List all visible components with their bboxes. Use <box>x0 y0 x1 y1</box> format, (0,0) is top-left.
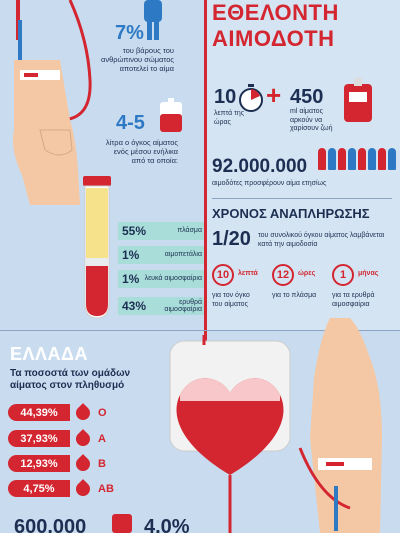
timer-unit-minutes: λεπτά <box>238 270 258 277</box>
blood-group-row: 44,39% O <box>8 402 107 423</box>
donor-people-icons <box>318 148 396 172</box>
bottom-value-2: 4,0% <box>144 516 190 533</box>
stopwatch-icon <box>239 84 263 112</box>
arm-illustration-top <box>13 0 92 205</box>
person-icon <box>388 148 396 170</box>
blood-group-row: 4,75% AB <box>8 478 114 499</box>
recovery-heading: ΧΡΟΝΟΣ ΑΝΑΠΛΗΡΩΣΗΣ <box>212 206 370 221</box>
donation-ml-label: ml αίματος αρκούν να χαρίσουν ζωή <box>290 108 333 132</box>
component-plasma: 55% πλάσμα <box>118 222 206 240</box>
human-silhouette-icon <box>144 0 162 40</box>
donation-minutes: 10 <box>214 86 237 108</box>
weight-pct: 7% <box>115 22 144 44</box>
person-icon <box>338 148 346 170</box>
component-white-cells: 1% λευκά αιμοσφαίρια <box>118 270 206 288</box>
arm-illustration-bottom <box>298 318 382 533</box>
page-title: ΕΘΕΛΟΝΤΗ ΑΙΜΟΔΟΤΗ <box>212 0 339 51</box>
blood-drop-icon <box>73 402 93 423</box>
volume-value: 4-5 <box>116 112 145 134</box>
donation-minutes-label: λεπτά της ώρας <box>214 110 245 126</box>
red-line-vertical <box>204 0 207 345</box>
bottom-value-1: 600.000 <box>14 516 87 533</box>
component-platelets: 1% αιμοπετάλια <box>118 246 206 264</box>
timer-icon-month: 1 <box>332 264 354 286</box>
person-icon <box>358 148 366 170</box>
blood-drop-icon <box>73 453 93 474</box>
person-icon <box>328 148 336 170</box>
person-icon <box>378 148 386 170</box>
timer-text-month: για τα ερυθρά αιμοσφαίρια <box>332 292 375 308</box>
test-tube-icon <box>83 176 111 319</box>
donation-ml: 450 <box>290 86 324 108</box>
blood-bag-large-icon <box>344 78 372 122</box>
blood-drop-icon <box>73 478 93 499</box>
greece-heading: ΕΛΛΑΔΑ <box>10 344 88 364</box>
weight-text: του βάρους του ανθρώπινου σώματος αποτελ… <box>100 46 174 73</box>
recovery-fraction-text: του συνολικού όγκου αίματος λαμβάνεται κ… <box>258 232 385 248</box>
greece-subheading: Τα ποσοστά των ομάδων αίματος στον πληθυ… <box>10 368 131 391</box>
right-panel <box>205 0 400 330</box>
blood-bag-small-icon <box>112 514 132 533</box>
donors-text: αιμοδότες προσφέρουν αίμα ετησίως <box>212 180 327 187</box>
timer-text-hours: για το πλάσμα <box>272 292 317 299</box>
blood-group-row: 12,93% B <box>8 453 106 474</box>
timer-unit-month: μήνας <box>358 270 379 277</box>
donors-value: 92.000.000 <box>212 156 308 177</box>
blood-group-row: 37,93% A <box>8 428 106 449</box>
volume-text: λίτρα ο όγκος αίματος ενός μέσου ενήλικα… <box>105 138 178 165</box>
plus-sign: + <box>266 80 282 110</box>
timer-unit-hours: ώρες <box>298 270 316 277</box>
blood-drop-icon <box>73 428 93 449</box>
component-red-cells: 43% ερυθρά αιμοσφαίρια <box>118 297 206 315</box>
divider <box>212 198 392 199</box>
person-icon <box>368 148 376 170</box>
blood-bag-icon <box>160 98 182 132</box>
person-icon <box>318 148 326 170</box>
person-icon <box>348 148 356 170</box>
timer-icon-hours: 12 <box>272 264 294 286</box>
heart-blood-bag-illustration <box>169 335 291 533</box>
timer-text-minutes: για τον όγκο του αίματος <box>212 292 250 308</box>
timer-icon-minutes: 10 <box>212 264 234 286</box>
lower-divider <box>0 330 400 331</box>
recovery-fraction: 1/20 <box>212 228 251 250</box>
